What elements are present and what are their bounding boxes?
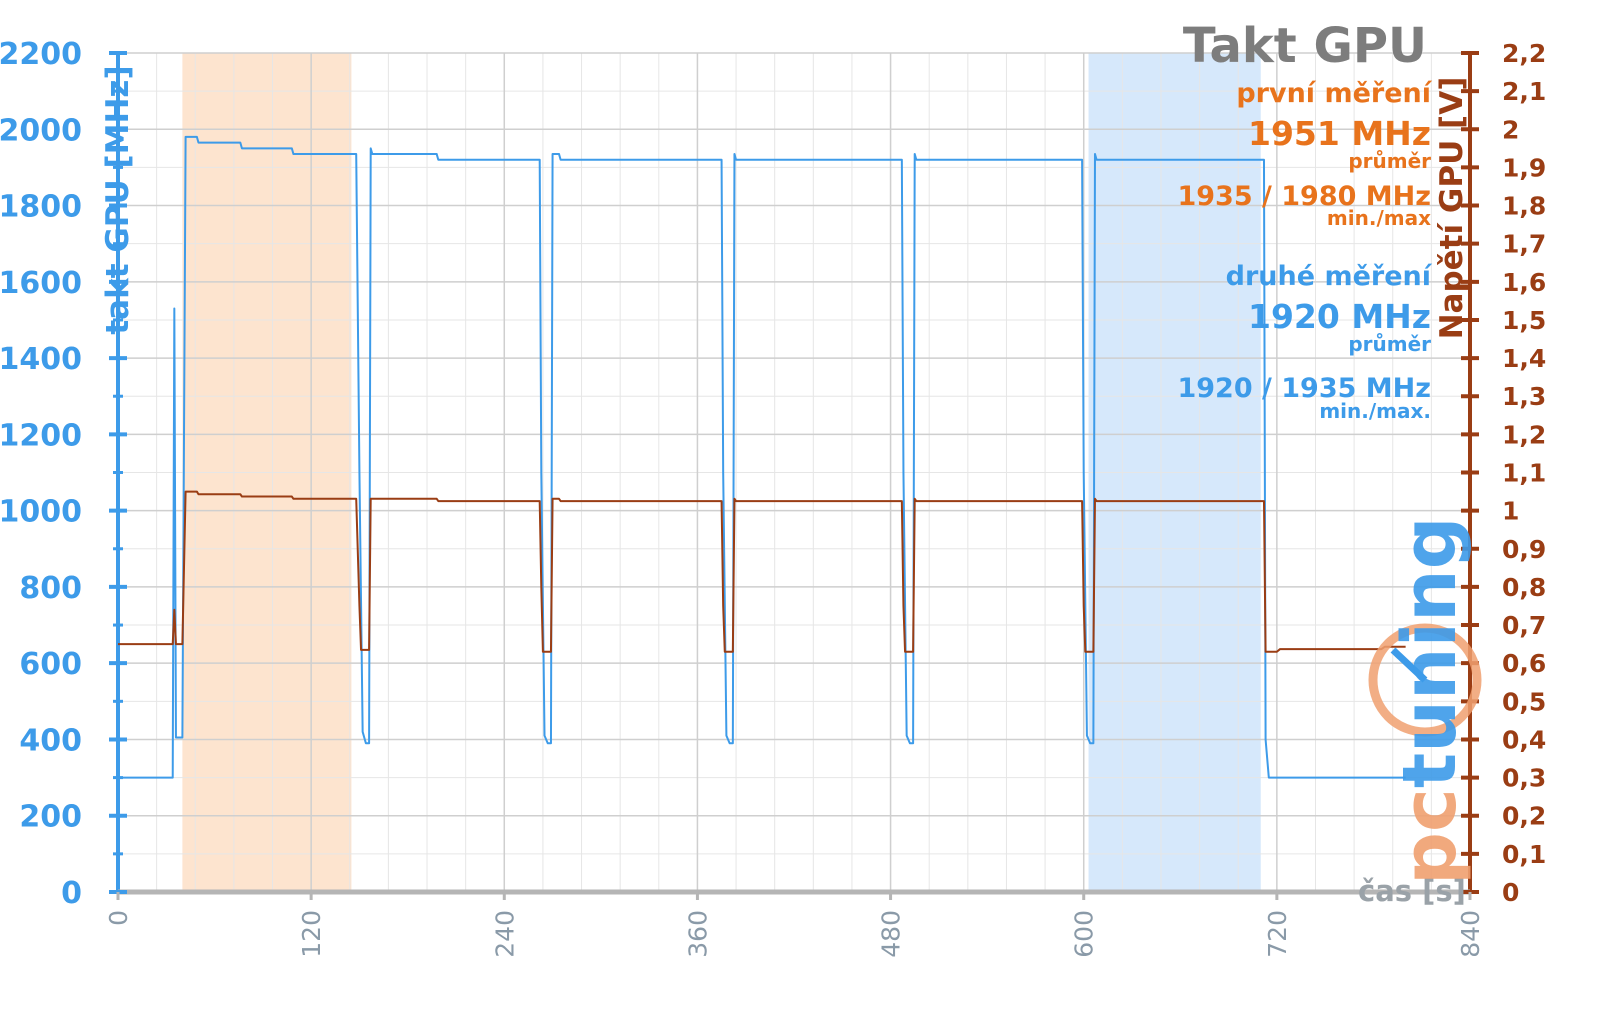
y-axis-left-label: takt GPU [MHz] bbox=[100, 65, 136, 334]
first-measurement-minmax-note: min./max bbox=[1327, 206, 1431, 230]
y-right-tick-label: 0,8 bbox=[1502, 573, 1546, 602]
y-right-tick-label: 1 bbox=[1502, 497, 1519, 526]
x-tick-label: 360 bbox=[683, 910, 712, 958]
y-right-tick-label: 2,2 bbox=[1502, 39, 1546, 68]
logo-gauge-needle bbox=[1390, 647, 1428, 683]
y-right-tick-label: 0,6 bbox=[1502, 649, 1546, 678]
y-right-tick-label: 0,5 bbox=[1502, 687, 1546, 716]
x-axis-ticks: 0 120 240 360 480 600 720 840 bbox=[104, 892, 1485, 958]
y-right-tick-label: 1,8 bbox=[1502, 192, 1546, 221]
y-left-tick-label: 2000 bbox=[0, 113, 82, 148]
x-tick-label: 600 bbox=[1070, 910, 1099, 958]
y-left-tick-label: 1400 bbox=[0, 342, 82, 377]
second-measurement-avg-note: průměr bbox=[1348, 332, 1431, 356]
y-left-tick-label: 600 bbox=[19, 647, 82, 682]
y-right-tick-label: 1,9 bbox=[1502, 153, 1546, 182]
y-right-tick-label: 1,3 bbox=[1502, 382, 1546, 411]
y-right-tick-label: 0,7 bbox=[1502, 611, 1546, 640]
y-left-tick-label: 1200 bbox=[0, 418, 82, 453]
x-axis-label: čas [s] bbox=[1358, 874, 1466, 908]
logo-wordmark: pctuning bbox=[1387, 516, 1473, 885]
y-left-tick-label: 200 bbox=[19, 800, 82, 835]
series-gpu-voltage-line bbox=[118, 490, 1406, 653]
series-gpu-clock-line bbox=[118, 135, 1406, 779]
y-left-tick-label: 800 bbox=[19, 571, 82, 606]
x-tick-label: 0 bbox=[104, 910, 133, 926]
y-right-tick-label: 2 bbox=[1502, 115, 1519, 144]
y-axis-right-label: Napětí GPU [V] bbox=[1434, 77, 1470, 340]
x-tick-label: 720 bbox=[1263, 910, 1292, 958]
y-left-tick-label: 1000 bbox=[0, 495, 82, 530]
x-tick-label: 480 bbox=[877, 910, 906, 958]
y-left-tick-label: 400 bbox=[19, 723, 82, 758]
y-right-tick-label: 0,1 bbox=[1502, 840, 1546, 869]
y-right-tick-label: 1,6 bbox=[1502, 268, 1546, 297]
first-measurement-avg-note: průměr bbox=[1348, 149, 1431, 173]
first-measurement-label: první měření bbox=[1236, 78, 1432, 109]
y-right-tick-label: 0,9 bbox=[1502, 535, 1546, 564]
y-left-tick-label: 1600 bbox=[0, 266, 82, 301]
first-measurement-minmax: 1935 / 1980 MHz bbox=[1177, 181, 1431, 212]
right-axis-ticks: 0 0,1 0,2 0,3 0,4 0,5 0,6 0,7 0,8 0,9 1 1,1 1,2 1,3 1,… bbox=[1461, 39, 1546, 907]
second-measurement-label: druhé měření bbox=[1226, 261, 1433, 292]
second-measurement-minmax-note: min./max. bbox=[1319, 399, 1431, 423]
y-left-tick-label: 0 bbox=[61, 876, 82, 911]
y-right-tick-label: 0,4 bbox=[1502, 725, 1546, 754]
second-measurement-minmax: 1920 / 1935 MHz bbox=[1177, 373, 1431, 404]
y-right-tick-label: 1,4 bbox=[1502, 344, 1546, 373]
y-right-tick-label: 1,2 bbox=[1502, 420, 1546, 449]
second-measurement-avg: 1920 MHz bbox=[1248, 297, 1431, 336]
left-axis-ticks: 0 200 400 600 800 1000 1200 1400 1600 1800 2000 220… bbox=[0, 37, 127, 911]
y-right-tick-label: 0 bbox=[1502, 878, 1519, 907]
y-right-tick-label: 2,1 bbox=[1502, 77, 1546, 106]
y-left-tick-label: 2200 bbox=[0, 37, 82, 72]
first-measurement-avg: 1951 MHz bbox=[1248, 114, 1431, 153]
y-left-tick-label: 1800 bbox=[0, 190, 82, 225]
y-right-tick-label: 0,2 bbox=[1502, 802, 1546, 831]
y-right-tick-label: 1,5 bbox=[1502, 306, 1546, 335]
logo-gauge-ring bbox=[1368, 623, 1482, 737]
x-tick-label: 240 bbox=[490, 910, 519, 958]
x-tick-label: 120 bbox=[297, 910, 326, 958]
y-right-tick-label: 1,1 bbox=[1502, 459, 1546, 488]
pctuning-logo: pctuning bbox=[1368, 516, 1482, 885]
grid bbox=[117, 52, 1471, 893]
y-right-tick-label: 1,7 bbox=[1502, 230, 1546, 259]
x-tick-label: 840 bbox=[1456, 910, 1485, 958]
chart-title: Takt GPU bbox=[1183, 18, 1427, 74]
y-right-tick-label: 0,3 bbox=[1502, 764, 1546, 793]
series-layer bbox=[118, 135, 1406, 779]
